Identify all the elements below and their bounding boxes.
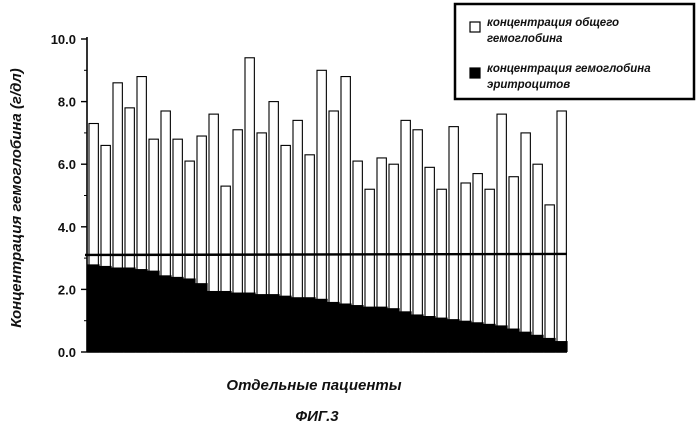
bar-total-hemoglobin	[449, 127, 458, 352]
bar-rbc-hemoglobin	[411, 314, 424, 352]
bar-rbc-hemoglobin	[447, 319, 460, 352]
bar-total-hemoglobin	[557, 111, 566, 352]
legend-label-rbc-line2: эритроцитов	[487, 79, 570, 91]
bar-rbc-hemoglobin	[435, 318, 448, 352]
figure-caption: ФИГ.3	[295, 408, 339, 425]
bar-rbc-hemoglobin	[471, 322, 484, 352]
bar-rbc-hemoglobin	[327, 302, 340, 352]
reference-line	[85, 254, 567, 255]
legend-label-total-line1: концентрация общего	[487, 17, 619, 29]
bar-rbc-hemoglobin	[375, 307, 388, 352]
x-axis-title: Отдельные пациенты	[226, 377, 401, 394]
bar-rbc-hemoglobin	[315, 299, 328, 352]
bar-rbc-hemoglobin	[231, 293, 244, 352]
bar-rbc-hemoglobin	[135, 269, 148, 352]
y-tick-label: 6.0	[58, 157, 76, 172]
legend-swatch-total	[470, 22, 480, 32]
y-axis-title: Концентрация гемоглобина (г/дл)	[8, 68, 25, 327]
bar-rbc-hemoglobin	[111, 267, 124, 352]
bar-rbc-hemoglobin	[303, 297, 316, 352]
bar-total-hemoglobin	[545, 205, 554, 352]
y-tick-label: 2.0	[58, 282, 76, 297]
bar-rbc-hemoglobin	[123, 267, 136, 352]
y-tick-label: 8.0	[58, 95, 76, 110]
legend-label-total-line2: гемоглобина	[487, 33, 563, 45]
bar-rbc-hemoglobin	[99, 266, 112, 352]
legend-label-rbc-line1: концентрация гемоглобина	[487, 63, 651, 75]
bar-rbc-hemoglobin	[219, 291, 232, 352]
bar-rbc-hemoglobin	[387, 308, 400, 352]
y-tick-label: 10.0	[51, 32, 76, 47]
bar-rbc-hemoglobin	[423, 316, 436, 352]
bar-total-hemoglobin	[521, 133, 530, 352]
bar-rbc-hemoglobin	[171, 277, 184, 352]
bar-total-hemoglobin	[533, 164, 542, 352]
bar-rbc-hemoglobin	[147, 271, 160, 352]
bar-total-hemoglobin	[509, 177, 518, 352]
bar-rbc-hemoglobin	[543, 338, 556, 352]
bars	[85, 58, 568, 352]
y-tick-label: 0.0	[58, 345, 76, 360]
bar-rbc-hemoglobin	[507, 329, 520, 352]
bar-rbc-hemoglobin	[459, 321, 472, 352]
bar-rbc-hemoglobin	[255, 294, 268, 352]
bar-rbc-hemoglobin	[243, 293, 256, 352]
bar-rbc-hemoglobin	[159, 275, 172, 352]
bar-rbc-hemoglobin	[195, 283, 208, 352]
bar-rbc-hemoglobin	[351, 305, 364, 352]
bar-rbc-hemoglobin	[483, 324, 496, 352]
bar-rbc-hemoglobin	[207, 291, 220, 352]
bar-total-hemoglobin	[497, 114, 506, 352]
bar-rbc-hemoglobin	[279, 296, 292, 352]
bar-rbc-hemoglobin	[183, 278, 196, 352]
bar-rbc-hemoglobin	[339, 303, 352, 352]
bar-rbc-hemoglobin	[495, 325, 508, 352]
legend: концентрация общего гемоглобина концентр…	[455, 4, 694, 99]
bar-rbc-hemoglobin	[267, 294, 280, 352]
bar-rbc-hemoglobin	[399, 311, 412, 352]
legend-swatch-rbc	[470, 68, 480, 78]
bar-rbc-hemoglobin	[531, 335, 544, 352]
bar-rbc-hemoglobin	[363, 307, 376, 352]
y-tick-label: 4.0	[58, 220, 76, 235]
bar-rbc-hemoglobin	[87, 264, 100, 352]
bar-rbc-hemoglobin	[555, 341, 568, 352]
bar-rbc-hemoglobin	[291, 297, 304, 352]
bar-rbc-hemoglobin	[519, 332, 532, 352]
